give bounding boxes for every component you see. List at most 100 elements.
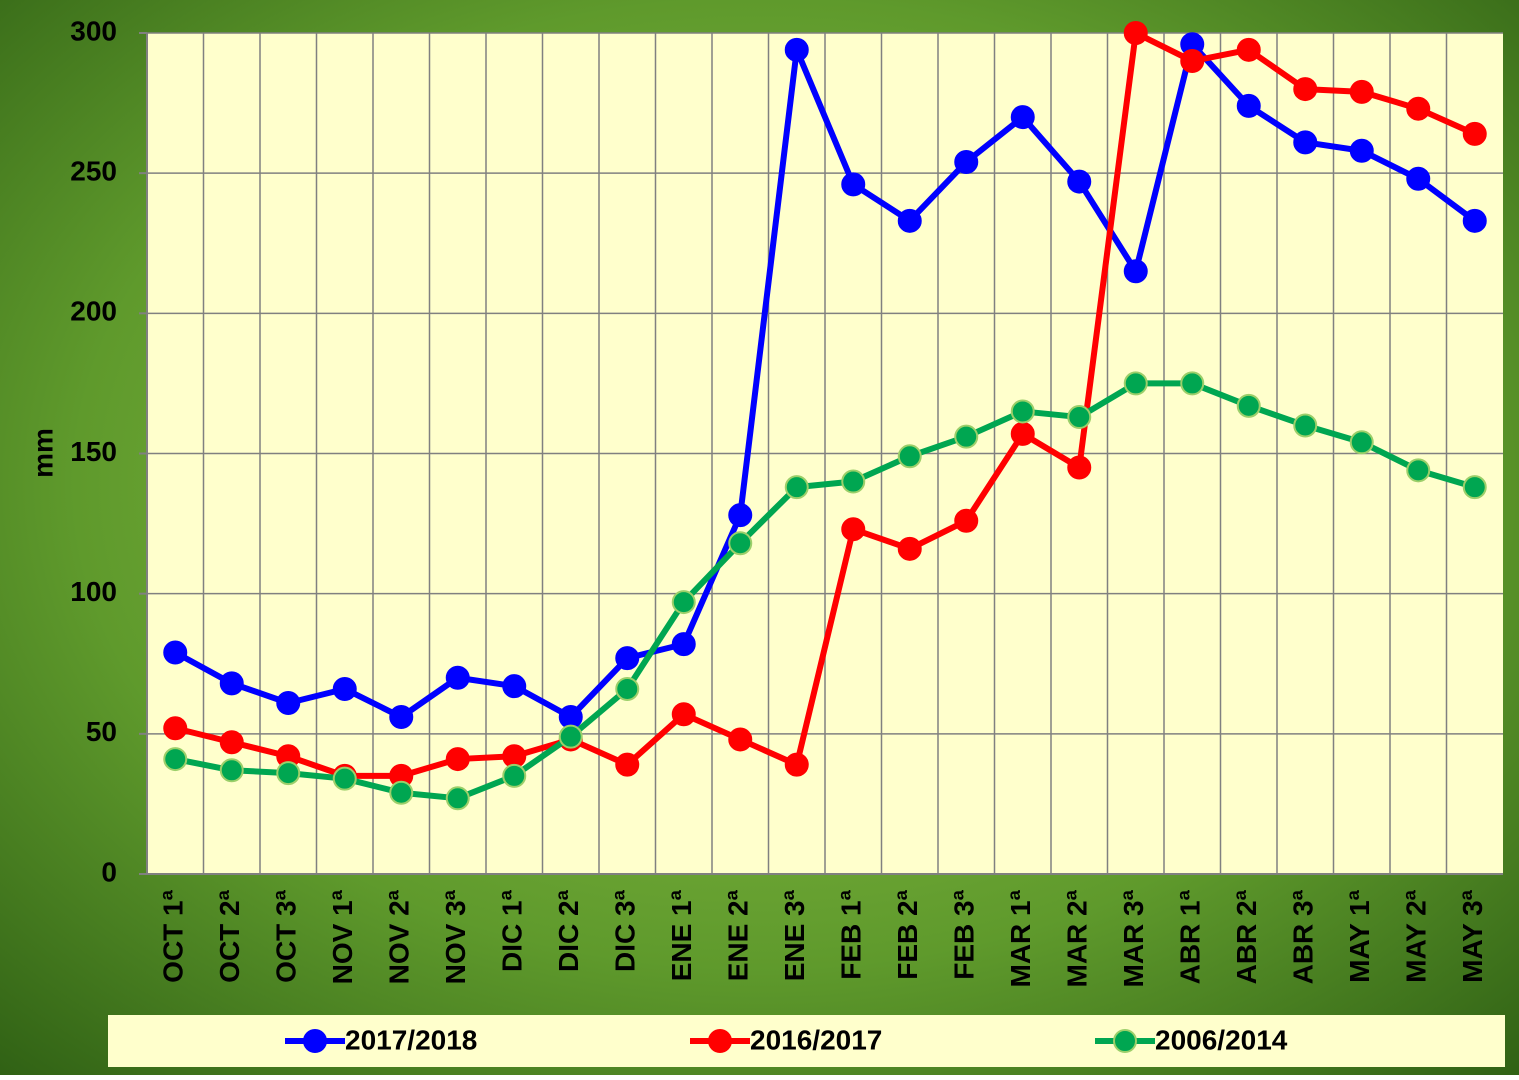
data-point xyxy=(1010,421,1035,446)
x-tick-label: ENE 1ª xyxy=(666,889,697,981)
data-point xyxy=(502,674,527,699)
data-point xyxy=(784,752,809,777)
data-point xyxy=(954,508,979,533)
data-point xyxy=(1406,166,1431,191)
data-point xyxy=(897,536,922,561)
data-point xyxy=(332,766,357,791)
data-point xyxy=(332,676,357,701)
data-point xyxy=(558,724,583,749)
x-tick-label: FEB 3ª xyxy=(949,889,980,979)
data-point xyxy=(1293,130,1318,155)
x-tick-label: NOV 2ª xyxy=(384,889,415,984)
data-point xyxy=(615,676,640,701)
data-point xyxy=(841,517,866,542)
x-tick-label: OCT 3ª xyxy=(271,889,302,982)
data-point xyxy=(841,469,866,494)
data-point xyxy=(728,531,753,556)
data-point xyxy=(954,149,979,174)
y-tick-label: 100 xyxy=(70,576,117,607)
data-point xyxy=(1349,430,1374,455)
x-tick-label: ENE 2ª xyxy=(723,889,754,981)
x-tick-label: ABR 1ª xyxy=(1175,889,1206,984)
data-point xyxy=(276,761,301,786)
data-point xyxy=(615,646,640,671)
data-point xyxy=(1236,93,1261,118)
x-tick-label: MAY 3ª xyxy=(1457,889,1488,982)
data-point xyxy=(1349,79,1374,104)
data-point xyxy=(219,730,244,755)
data-point xyxy=(389,780,414,805)
data-point xyxy=(1010,399,1035,424)
y-tick-label: 200 xyxy=(70,296,117,327)
data-point xyxy=(1180,371,1205,396)
x-tick-label: OCT 1ª xyxy=(158,889,189,982)
data-point xyxy=(1236,393,1261,418)
data-point xyxy=(389,705,414,730)
legend-label: 2016/2017 xyxy=(750,1024,882,1055)
data-point xyxy=(445,665,470,690)
data-point xyxy=(784,475,809,500)
x-tick-label: DIC 3ª xyxy=(610,889,641,972)
x-tick-label: DIC 1ª xyxy=(497,889,528,972)
data-point xyxy=(1180,49,1205,74)
data-point xyxy=(1123,371,1148,396)
x-tick-label: MAY 1ª xyxy=(1344,889,1375,982)
data-point xyxy=(671,632,696,657)
data-point xyxy=(1293,413,1318,438)
data-point xyxy=(1406,458,1431,483)
x-tick-label: MAR 2ª xyxy=(1062,889,1093,987)
data-point xyxy=(728,727,753,752)
y-tick-label: 300 xyxy=(70,15,117,46)
data-point xyxy=(728,503,753,528)
legend-label: 2006/2014 xyxy=(1155,1024,1288,1055)
data-point xyxy=(163,640,188,665)
data-point xyxy=(445,747,470,772)
x-tick-label: OCT 2ª xyxy=(214,889,245,982)
legend-marker xyxy=(1113,1029,1137,1053)
y-axis-label: mm xyxy=(27,428,58,478)
x-tick-label: ABR 2ª xyxy=(1231,889,1262,984)
y-tick-label: 150 xyxy=(70,436,117,467)
y-tick-label: 0 xyxy=(101,856,117,887)
x-tick-label: ENE 3ª xyxy=(779,889,810,981)
x-tick-label: DIC 2ª xyxy=(553,889,584,972)
data-point xyxy=(219,758,244,783)
data-point xyxy=(1462,121,1487,146)
data-point xyxy=(1123,21,1148,45)
data-point xyxy=(1349,138,1374,163)
data-point xyxy=(841,172,866,197)
x-tick-label: MAY 2ª xyxy=(1401,889,1432,982)
data-point xyxy=(897,208,922,233)
data-point xyxy=(1462,475,1487,500)
data-point xyxy=(1406,96,1431,121)
data-point xyxy=(1067,455,1092,480)
legend-marker xyxy=(708,1029,732,1053)
data-point xyxy=(615,752,640,777)
x-tick-label: NOV 1ª xyxy=(327,889,358,984)
x-tick-label: FEB 1ª xyxy=(836,889,867,979)
data-point xyxy=(897,444,922,469)
x-tick-label: MAR 1ª xyxy=(1005,889,1036,987)
data-point xyxy=(1293,77,1318,102)
x-tick-label: NOV 3ª xyxy=(440,889,471,984)
y-tick-label: 50 xyxy=(86,716,117,747)
data-point xyxy=(671,702,696,727)
legend-label: 2017/2018 xyxy=(345,1024,477,1055)
data-point xyxy=(671,590,696,615)
data-point xyxy=(163,716,188,741)
y-tick-label: 250 xyxy=(70,156,117,187)
x-tick-label: FEB 2ª xyxy=(892,889,923,979)
data-point xyxy=(445,786,470,811)
data-point xyxy=(1067,169,1092,194)
data-point xyxy=(502,763,527,788)
data-point xyxy=(1010,105,1035,130)
x-tick-label: ABR 3ª xyxy=(1288,889,1319,984)
data-point xyxy=(219,671,244,696)
data-point xyxy=(1462,208,1487,233)
data-point xyxy=(1236,37,1261,62)
data-point xyxy=(1123,259,1148,284)
data-point xyxy=(954,424,979,449)
data-point xyxy=(163,747,188,772)
x-tick-label: MAR 3ª xyxy=(1118,889,1149,987)
